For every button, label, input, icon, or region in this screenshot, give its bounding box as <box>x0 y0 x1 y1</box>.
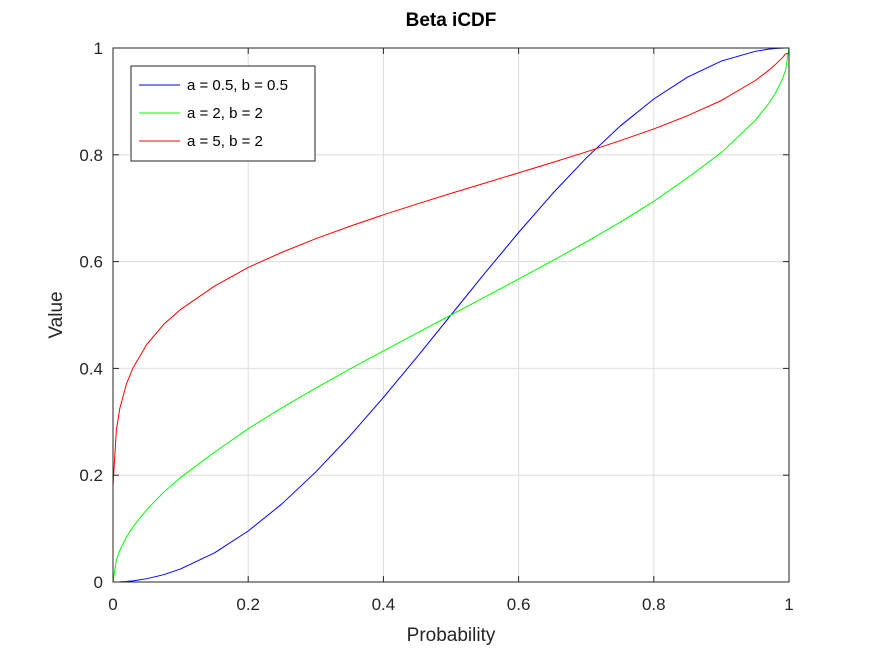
x-axis-label: Probability <box>407 625 496 646</box>
series-line-1 <box>112 47 790 583</box>
x-tick-label: 0 <box>108 595 117 614</box>
chart-title: Beta iCDF <box>406 10 497 31</box>
y-tick-label: 0.6 <box>79 253 103 272</box>
legend: a = 0.5, b = 0.5 a = 2, b = 2 a = 5, b = 2 <box>130 65 316 162</box>
legend-label-3: a = 5, b = 2 <box>187 133 263 150</box>
x-tick-label: 1 <box>784 595 793 614</box>
y-tick-label: 0.4 <box>79 359 103 378</box>
y-tick-label: 0.8 <box>79 146 103 165</box>
plot-frame <box>112 47 790 583</box>
series-line-2 <box>112 47 790 583</box>
y-axis-label: Value <box>46 291 67 338</box>
x-tick-label: 0.2 <box>236 595 260 614</box>
x-tick-label: 0.4 <box>372 595 396 614</box>
y-tick-label: 1 <box>94 39 103 58</box>
legend-label-2: a = 2, b = 2 <box>187 105 263 122</box>
series-layer <box>112 47 790 583</box>
series-line-3 <box>112 52 790 486</box>
legend-label-1: a = 0.5, b = 0.5 <box>187 77 288 94</box>
x-tick-label: 0.8 <box>642 595 666 614</box>
y-tick-label: 0 <box>94 573 103 592</box>
x-tick-label: 0.6 <box>507 595 531 614</box>
ticks: 0 0.2 0.4 0.6 0.8 1 0 0.2 0.4 0.6 0.8 1 <box>79 39 793 614</box>
y-tick-label: 0.2 <box>79 466 103 485</box>
